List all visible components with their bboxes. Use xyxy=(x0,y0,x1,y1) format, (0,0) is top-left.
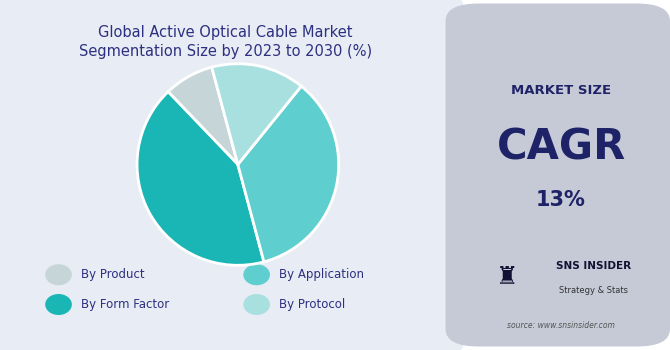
Text: By Application: By Application xyxy=(279,268,364,281)
Text: ♜: ♜ xyxy=(496,265,518,288)
Circle shape xyxy=(46,295,71,314)
FancyBboxPatch shape xyxy=(446,4,670,346)
Text: Global Active Optical Cable Market
Segmentation Size by 2023 to 2030 (%): Global Active Optical Cable Market Segme… xyxy=(78,25,372,59)
Text: CAGR: CAGR xyxy=(496,126,626,168)
Circle shape xyxy=(46,265,71,285)
Wedge shape xyxy=(238,86,338,262)
Text: By Form Factor: By Form Factor xyxy=(81,298,170,311)
Wedge shape xyxy=(137,92,264,265)
Wedge shape xyxy=(212,64,302,164)
FancyBboxPatch shape xyxy=(0,0,464,350)
Text: source: www.snsinsider.com: source: www.snsinsider.com xyxy=(507,321,615,330)
Wedge shape xyxy=(168,67,238,164)
Text: MARKET SIZE: MARKET SIZE xyxy=(511,84,611,98)
Text: SNS INSIDER: SNS INSIDER xyxy=(556,261,631,271)
Circle shape xyxy=(244,295,269,314)
Text: By Product: By Product xyxy=(81,268,145,281)
Text: Strategy & Stats: Strategy & Stats xyxy=(559,286,628,295)
Circle shape xyxy=(244,265,269,285)
Text: 13%: 13% xyxy=(536,189,586,210)
Text: By Protocol: By Protocol xyxy=(279,298,346,311)
